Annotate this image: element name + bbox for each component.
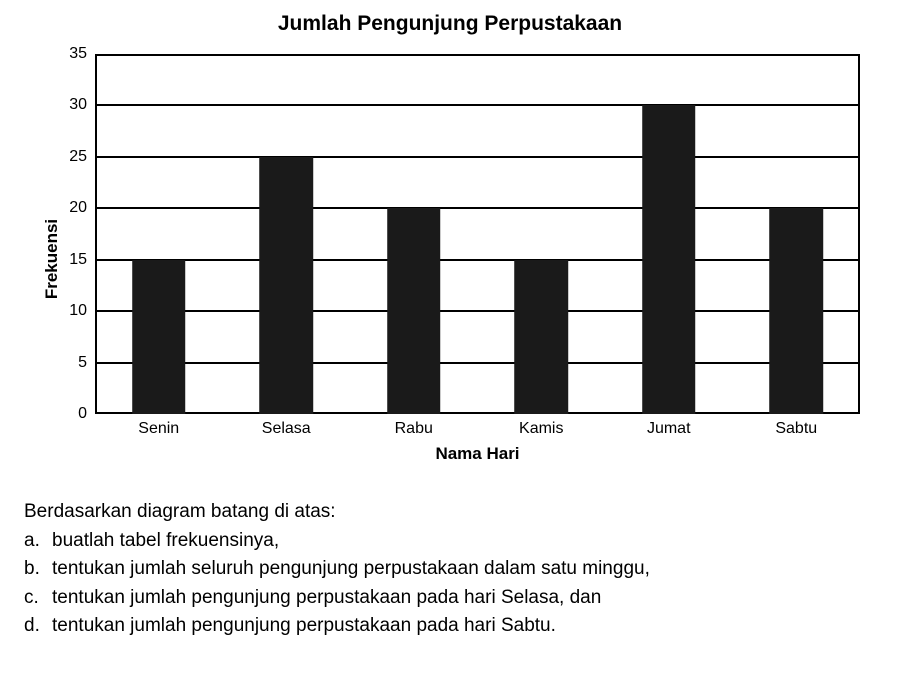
bar: [259, 157, 313, 414]
x-tick-label: Kamis: [478, 420, 606, 438]
plot-outer: SeninSelasaRabuKamisJumatSabtu Nama Hari…: [95, 54, 860, 414]
bars-layer: [95, 54, 860, 414]
question-text: tentukan jumlah pengunjung perpustakaan …: [52, 584, 601, 613]
question-item: d.tentukan jumlah pengunjung perpustakaa…: [24, 612, 876, 641]
x-tick-label: Senin: [95, 420, 223, 438]
questions-intro: Berdasarkan diagram batang di atas:: [24, 498, 876, 527]
y-tick-label: 5: [78, 354, 95, 372]
bar: [769, 208, 823, 414]
questions-block: Berdasarkan diagram batang di atas: a.bu…: [24, 498, 876, 641]
y-tick-label: 0: [78, 405, 95, 423]
question-text: buatlah tabel frekuensinya,: [52, 527, 279, 556]
bar-slot: [478, 54, 606, 414]
bar-slot: [223, 54, 351, 414]
y-tick-label: 20: [69, 199, 95, 217]
x-tick-label: Selasa: [223, 420, 351, 438]
bar-slot: [605, 54, 733, 414]
y-tick-label: 10: [69, 302, 95, 320]
x-tick-label: Sabtu: [733, 420, 861, 438]
question-text: tentukan jumlah seluruh pengunjung perpu…: [52, 555, 650, 584]
chart-container: Frekuensi SeninSelasaRabuKamisJumatSabtu…: [40, 44, 870, 474]
y-axis-label: Frekuensi: [42, 219, 62, 299]
question-letter: b.: [24, 555, 52, 584]
x-tick-label: Jumat: [605, 420, 733, 438]
bar-slot: [350, 54, 478, 414]
bar: [132, 260, 186, 414]
y-tick-label: 25: [69, 148, 95, 166]
question-item: c.tentukan jumlah pengunjung perpustakaa…: [24, 584, 876, 613]
question-letter: a.: [24, 527, 52, 556]
x-axis-label: Nama Hari: [95, 444, 860, 464]
y-tick-label: 15: [69, 251, 95, 269]
bar: [387, 208, 441, 414]
bar-slot: [733, 54, 861, 414]
y-tick-label: 30: [69, 96, 95, 114]
x-ticks: SeninSelasaRabuKamisJumatSabtu: [95, 414, 860, 438]
chart-title: Jumlah Pengunjung Perpustakaan: [0, 0, 900, 44]
bar-slot: [95, 54, 223, 414]
question-item: a.buatlah tabel frekuensinya,: [24, 527, 876, 556]
question-letter: c.: [24, 584, 52, 613]
y-tick-label: 35: [69, 45, 95, 63]
question-text: tentukan jumlah pengunjung perpustakaan …: [52, 612, 556, 641]
bar: [642, 105, 696, 414]
bar: [514, 260, 568, 414]
question-letter: d.: [24, 612, 52, 641]
question-item: b.tentukan jumlah seluruh pengunjung per…: [24, 555, 876, 584]
x-tick-label: Rabu: [350, 420, 478, 438]
